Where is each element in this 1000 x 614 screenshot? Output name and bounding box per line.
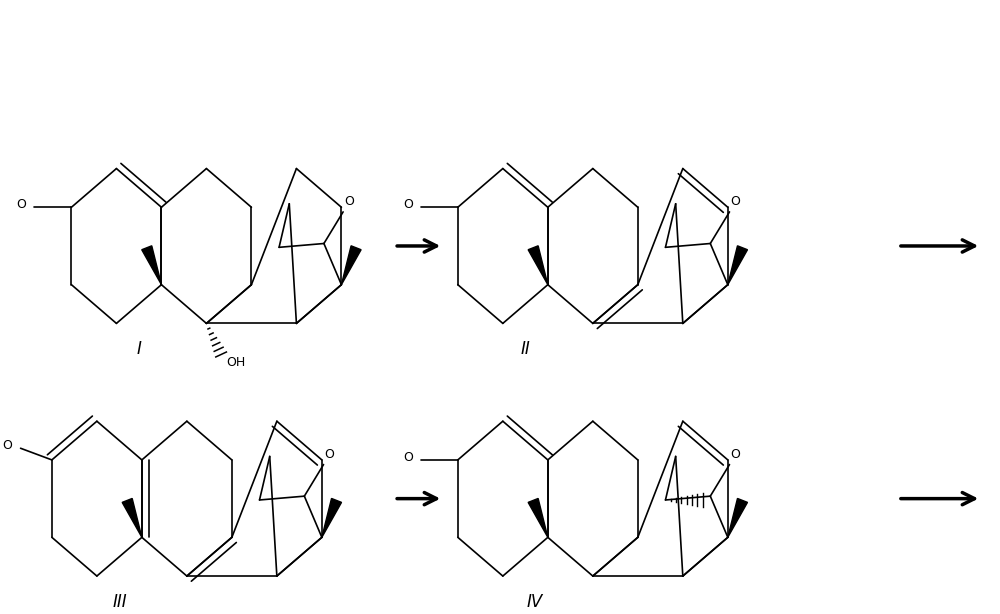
Text: IV: IV: [527, 593, 543, 611]
Text: I: I: [136, 341, 141, 359]
Text: O: O: [731, 195, 741, 208]
Polygon shape: [728, 499, 747, 537]
Text: O: O: [344, 195, 354, 208]
Text: O: O: [403, 198, 413, 211]
Text: OH: OH: [226, 356, 245, 369]
Polygon shape: [528, 499, 548, 537]
Polygon shape: [528, 246, 548, 285]
Polygon shape: [341, 246, 361, 285]
Text: O: O: [17, 198, 26, 211]
Text: II: II: [520, 341, 530, 359]
Text: O: O: [403, 451, 413, 464]
Text: III: III: [112, 593, 127, 611]
Text: O: O: [325, 448, 335, 461]
Text: O: O: [731, 448, 741, 461]
Polygon shape: [122, 499, 142, 537]
Polygon shape: [728, 246, 747, 285]
Text: O: O: [2, 439, 12, 452]
Polygon shape: [322, 499, 342, 537]
Polygon shape: [142, 246, 161, 285]
